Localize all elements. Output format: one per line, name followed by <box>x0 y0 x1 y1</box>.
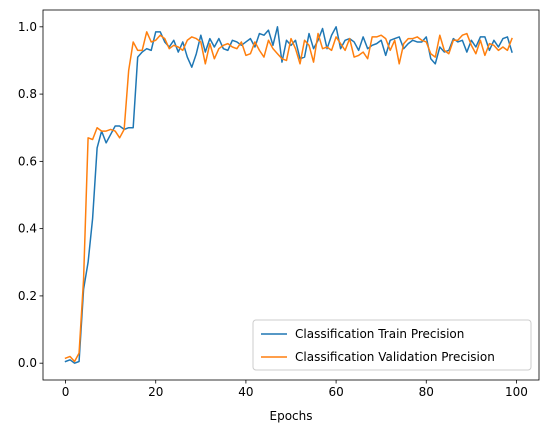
x-tick-label: 100 <box>505 385 528 399</box>
series-line-1 <box>64 31 513 363</box>
y-tick-label: 0.2 <box>18 289 37 303</box>
plot-frame <box>42 9 540 381</box>
y-tick-label: 0.4 <box>18 222 37 236</box>
series-line-0 <box>64 26 513 364</box>
x-tick-label: 0 <box>62 385 70 399</box>
y-tick-label: 0.8 <box>18 87 37 101</box>
y-tick-label: 0.0 <box>18 356 37 370</box>
y-tick-label: 1.0 <box>18 20 37 34</box>
x-tick-label: 60 <box>328 385 343 399</box>
x-tick-label: 80 <box>419 385 434 399</box>
legend-box <box>252 319 532 371</box>
y-tick-label: 0.6 <box>18 154 37 168</box>
plot-area <box>43 10 539 380</box>
x-axis-label: Epochs <box>270 409 313 423</box>
legend-label-0: Classification Train Precision <box>295 327 464 341</box>
legend-label-1: Classification Validation Precision <box>295 350 495 364</box>
x-tick-label: 40 <box>238 385 253 399</box>
x-tick-label: 20 <box>148 385 163 399</box>
legend: Classification Train Precision Classifica… <box>252 319 532 371</box>
